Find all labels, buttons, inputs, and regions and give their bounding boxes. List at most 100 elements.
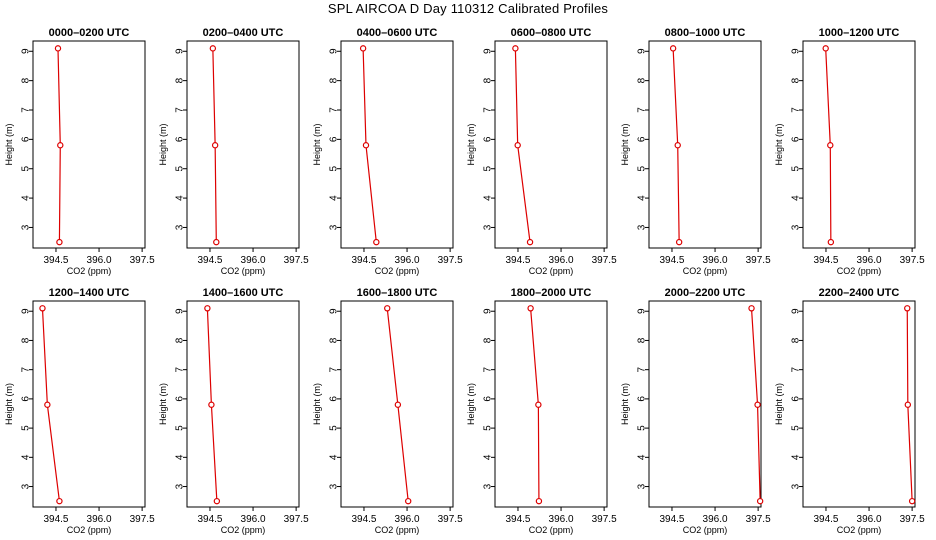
x-tick-label: 396.0: [857, 255, 882, 266]
x-tick-label: 397.5: [284, 255, 309, 266]
x-tick-label: 396.0: [703, 514, 728, 525]
y-tick-label: 5: [175, 166, 186, 172]
data-point: [908, 497, 916, 505]
y-tick-label: 6: [175, 136, 186, 142]
plot-frame: [494, 40, 608, 249]
plot-frame: [802, 40, 916, 249]
panel-title: 1400–1600 UTC: [203, 287, 284, 299]
y-tick-label: 3: [637, 224, 648, 230]
x-tick-label: 396.0: [87, 514, 112, 525]
y-tick-label: 9: [175, 308, 186, 314]
data-point: [822, 45, 829, 52]
data-point: [204, 305, 211, 312]
y-tick-label: 9: [329, 308, 340, 314]
x-tick-label: 397.5: [284, 514, 309, 525]
x-tick-label: 394.5: [197, 255, 222, 266]
y-axis-label: Height (m): [158, 383, 168, 425]
panel-title: 0600–0800 UTC: [511, 27, 592, 39]
plot-frame: [802, 300, 916, 508]
y-axis-label: Height (m): [466, 383, 476, 425]
x-tick-label: 397.5: [592, 255, 617, 266]
y-tick-label: 8: [175, 337, 186, 343]
y-tick-label: 8: [637, 337, 648, 343]
y-tick-label: 4: [329, 195, 340, 201]
data-point: [384, 305, 391, 312]
y-tick-label: 9: [791, 48, 802, 54]
data-point: [675, 238, 683, 246]
data-point: [535, 401, 542, 408]
x-tick-label: 394.5: [43, 255, 68, 266]
y-axis-label: Height (m): [158, 123, 168, 165]
data-point: [904, 305, 911, 312]
y-tick-label: 3: [175, 224, 186, 230]
y-tick-label: 5: [791, 425, 802, 431]
y-tick-label: 6: [175, 396, 186, 402]
y-tick-label: 3: [483, 483, 494, 489]
data-point: [39, 305, 46, 312]
panel-title: 0400–0600 UTC: [357, 27, 438, 39]
y-tick-label: 5: [21, 425, 32, 431]
y-tick-label: 3: [329, 224, 340, 230]
x-tick-label: 396.0: [703, 255, 728, 266]
y-tick-label: 4: [175, 195, 186, 201]
x-tick-label: 394.5: [351, 514, 376, 525]
y-tick-label: 4: [637, 454, 648, 460]
data-point: [54, 45, 62, 52]
y-tick-label: 3: [21, 483, 32, 489]
panel-title: 0800–1000 UTC: [665, 27, 746, 39]
y-tick-label: 6: [483, 136, 494, 142]
y-axis-label: Height (m): [312, 383, 322, 425]
y-axis-label: Height (m): [466, 123, 476, 165]
data-point: [56, 238, 63, 246]
x-tick-label: 394.5: [505, 255, 530, 266]
data-point: [57, 142, 64, 149]
x-axis-label: CO2 (ppm): [529, 525, 574, 535]
y-tick-label: 3: [329, 483, 340, 489]
y-tick-label: 3: [637, 483, 648, 489]
y-tick-label: 9: [483, 48, 494, 54]
y-tick-label: 6: [329, 136, 340, 142]
y-tick-label: 6: [637, 396, 648, 402]
data-point: [754, 401, 761, 408]
plot-frame: [648, 40, 762, 249]
y-tick-label: 8: [483, 337, 494, 343]
y-tick-label: 7: [791, 107, 802, 113]
y-tick-label: 7: [637, 107, 648, 113]
x-tick-label: 397.5: [438, 255, 463, 266]
profile-panel-3: 0400–0600 UTC 394.5 396.0 397.5 CO2 (ppm) 3 4 5…: [312, 27, 463, 276]
data-point: [669, 45, 677, 52]
y-tick-label: 8: [175, 77, 186, 83]
y-tick-label: 5: [483, 166, 494, 172]
y-tick-label: 8: [329, 77, 340, 83]
y-axis-label: Height (m): [774, 123, 784, 165]
panel-title: 0000–0200 UTC: [49, 27, 130, 39]
y-tick-label: 9: [791, 308, 802, 314]
y-tick-label: 9: [637, 48, 648, 54]
x-tick-label: 394.5: [43, 514, 68, 525]
y-tick-label: 7: [637, 366, 648, 372]
data-point: [827, 142, 834, 149]
x-tick-label: 396.0: [241, 255, 266, 266]
panel-title: 2000–2200 UTC: [665, 287, 746, 299]
y-tick-label: 7: [483, 107, 494, 113]
data-point: [748, 305, 755, 312]
x-tick-label: 397.5: [592, 514, 617, 525]
y-tick-label: 8: [637, 77, 648, 83]
data-point: [44, 401, 51, 408]
y-tick-label: 5: [637, 166, 648, 172]
x-axis-label: CO2 (ppm): [221, 266, 266, 276]
y-tick-label: 3: [791, 483, 802, 489]
y-tick-label: 5: [791, 166, 802, 172]
data-point: [56, 497, 63, 505]
data-point: [211, 142, 219, 149]
y-tick-label: 7: [21, 107, 32, 113]
data-point: [535, 497, 543, 505]
x-tick-label: 396.0: [857, 514, 882, 525]
x-axis-label: CO2 (ppm): [67, 525, 112, 535]
x-tick-label: 394.5: [505, 514, 530, 525]
y-tick-label: 3: [175, 483, 186, 489]
data-point: [213, 238, 220, 246]
x-tick-label: 396.0: [395, 255, 420, 266]
x-axis-label: CO2 (ppm): [837, 266, 882, 276]
